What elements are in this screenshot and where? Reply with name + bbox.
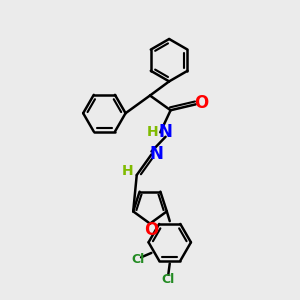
Text: N: N (150, 146, 164, 164)
Text: Cl: Cl (131, 253, 144, 266)
Text: H: H (122, 164, 134, 178)
Text: O: O (144, 221, 159, 239)
Text: N: N (159, 123, 172, 141)
Text: H: H (147, 125, 159, 139)
Text: O: O (194, 94, 208, 112)
Text: Cl: Cl (162, 273, 175, 286)
